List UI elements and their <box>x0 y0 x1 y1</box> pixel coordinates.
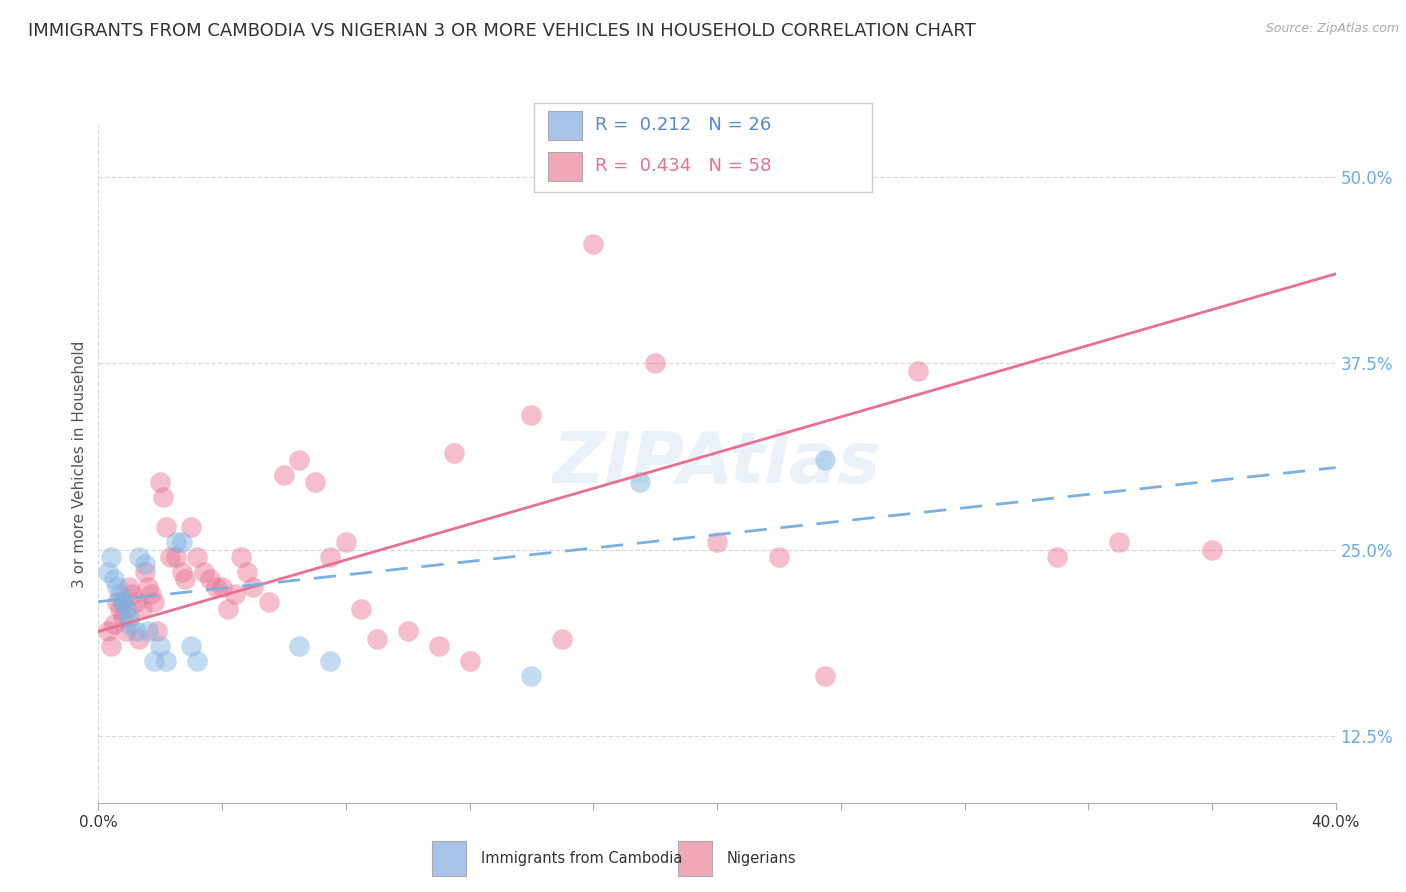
Point <box>350 602 373 616</box>
Point <box>706 535 728 549</box>
Point <box>907 364 929 378</box>
Point <box>427 640 450 654</box>
Point <box>229 549 252 564</box>
Bar <box>432 841 467 876</box>
Point <box>319 549 342 564</box>
Point <box>121 587 143 601</box>
Point <box>1108 535 1130 549</box>
Point <box>551 632 574 646</box>
Point <box>273 468 295 483</box>
Point <box>155 654 177 668</box>
Point <box>520 669 543 683</box>
Point <box>335 535 357 549</box>
Point <box>211 580 233 594</box>
Point <box>115 602 138 616</box>
Point <box>198 572 221 586</box>
Point <box>186 654 208 668</box>
Point <box>814 669 837 683</box>
Point <box>134 558 156 572</box>
Point <box>143 595 166 609</box>
Point <box>97 624 120 639</box>
Point <box>139 587 162 601</box>
Point <box>112 609 135 624</box>
Point <box>149 640 172 654</box>
Point <box>768 549 790 564</box>
Point <box>155 520 177 534</box>
Point <box>304 475 326 490</box>
Point <box>136 624 159 639</box>
Point <box>170 535 193 549</box>
Y-axis label: 3 or more Vehicles in Household: 3 or more Vehicles in Household <box>72 340 87 588</box>
Point <box>103 617 125 632</box>
Point <box>152 491 174 505</box>
Point <box>97 565 120 579</box>
Point <box>124 595 146 609</box>
Point <box>217 602 239 616</box>
Point <box>193 565 215 579</box>
Text: IMMIGRANTS FROM CAMBODIA VS NIGERIAN 3 OR MORE VEHICLES IN HOUSEHOLD CORRELATION: IMMIGRANTS FROM CAMBODIA VS NIGERIAN 3 O… <box>28 22 976 40</box>
Point <box>165 549 187 564</box>
Point <box>180 640 202 654</box>
Point <box>118 617 141 632</box>
Point <box>108 602 131 616</box>
Point <box>108 587 131 601</box>
Point <box>319 654 342 668</box>
Point <box>136 580 159 594</box>
Point <box>146 624 169 639</box>
Point <box>186 549 208 564</box>
Point <box>288 640 311 654</box>
Point <box>112 595 135 609</box>
Point <box>105 595 128 609</box>
Point <box>100 640 122 654</box>
Text: Nigerians: Nigerians <box>727 851 797 866</box>
Point <box>443 445 465 459</box>
Point <box>366 632 388 646</box>
Bar <box>678 841 713 876</box>
Point <box>165 535 187 549</box>
Point <box>112 595 135 609</box>
Point <box>128 549 150 564</box>
Bar <box>548 111 582 140</box>
Point <box>115 624 138 639</box>
Point <box>118 580 141 594</box>
Point <box>814 453 837 467</box>
Point <box>520 409 543 423</box>
Text: R =  0.434   N = 58: R = 0.434 N = 58 <box>595 157 772 176</box>
Point <box>257 595 280 609</box>
Point <box>131 602 153 616</box>
Point <box>143 654 166 668</box>
Bar <box>548 152 582 181</box>
Point <box>205 580 228 594</box>
Point <box>288 453 311 467</box>
Point <box>242 580 264 594</box>
FancyBboxPatch shape <box>534 103 872 192</box>
Point <box>100 549 122 564</box>
Text: ZIPAtlas: ZIPAtlas <box>553 429 882 499</box>
Point <box>236 565 259 579</box>
Point <box>170 565 193 579</box>
Text: Source: ZipAtlas.com: Source: ZipAtlas.com <box>1265 22 1399 36</box>
Point <box>118 609 141 624</box>
Point <box>159 549 181 564</box>
Point <box>582 237 605 252</box>
Point <box>1201 542 1223 557</box>
Text: R =  0.212   N = 26: R = 0.212 N = 26 <box>595 116 772 135</box>
Point <box>105 580 128 594</box>
Point <box>128 632 150 646</box>
Point <box>103 572 125 586</box>
Point <box>180 520 202 534</box>
Point <box>628 475 651 490</box>
Point <box>149 475 172 490</box>
Point <box>174 572 197 586</box>
Point <box>224 587 246 601</box>
Point <box>396 624 419 639</box>
Point <box>458 654 481 668</box>
Point <box>134 565 156 579</box>
Point <box>1046 549 1069 564</box>
Point <box>644 356 666 370</box>
Text: Immigrants from Cambodia: Immigrants from Cambodia <box>481 851 682 866</box>
Point <box>124 624 146 639</box>
